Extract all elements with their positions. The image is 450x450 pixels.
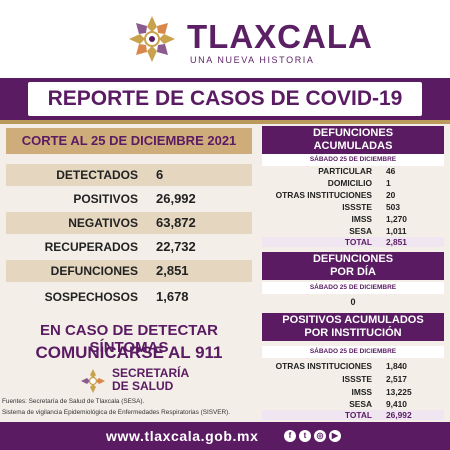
row-label: OTRAS INSTITUCIONES [275, 190, 372, 200]
table-row: OTRAS INSTITUCIONES 20 [262, 190, 444, 200]
instagram-icon[interactable]: ◎ [314, 430, 326, 442]
stat-value: 26,992 [156, 191, 196, 206]
cutoff-date: CORTE AL 25 DE DICIEMBRE 2021 [21, 133, 237, 148]
row-value: 20 [386, 190, 396, 200]
row-label: ISSSTE [342, 202, 372, 212]
panel-title-line2: POR DÍA [330, 266, 376, 278]
table-row: PARTICULAR 46 [262, 166, 444, 176]
table-row: IMSS 13,225 [262, 387, 444, 397]
secretaria-salud-label: SECRETARÍA DE SALUD [112, 367, 189, 393]
stat-row-detectados: DETECTADOS 6 [6, 164, 252, 186]
row-label: IMSS [351, 214, 372, 224]
panel-title-line2: ACUMULADAS [313, 140, 393, 152]
positivos-institucion-header: POSITIVOS ACUMULADOS POR INSTITUCIÓN [262, 313, 444, 341]
secretaria-line1: SECRETARÍA [112, 366, 190, 380]
table-row: OTRAS INSTITUCIONES 1,840 [262, 361, 444, 371]
row-value: 9,410 [386, 399, 407, 409]
brand-subtitle: UNA NUEVA HISTORIA [190, 55, 315, 65]
table-row: ISSSTE 2,517 [262, 374, 444, 384]
row-value: 2,517 [386, 374, 407, 384]
stat-label: DETECTADOS [56, 168, 138, 182]
row-label: SESA [349, 399, 372, 409]
row-label: SESA [349, 226, 372, 236]
stat-value: 6 [156, 167, 164, 182]
defunciones-acumuladas-header: DEFUNCIONES ACUMULADAS [262, 126, 444, 154]
defunciones-dia-header: DEFUNCIONES POR DÍA [262, 252, 444, 280]
row-value: 1,011 [386, 226, 407, 236]
row-value: 1,840 [386, 361, 407, 371]
table-row: SESA 1,011 [262, 226, 444, 236]
secretaria-line2: DE SALUD [112, 379, 174, 393]
cta-call-911: COMUNICARSE AL 911 [35, 343, 223, 362]
row-value: 1,270 [386, 214, 407, 224]
facebook-icon[interactable]: f [284, 430, 296, 442]
total-label: TOTAL [344, 410, 372, 420]
youtube-icon[interactable]: ▶ [329, 430, 341, 442]
row-label: DOMICILIO [327, 178, 372, 188]
positivos-institucion-date: SÁBADO 25 DE DICIEMBRE [262, 346, 444, 358]
row-label: OTRAS INSTITUCIONES [275, 361, 372, 371]
title-banner-box [28, 82, 422, 116]
tlaxcala-flower-logo-icon [129, 16, 175, 62]
defunciones-dia-date: SÁBADO 25 DE DICIEMBRE [262, 282, 444, 294]
table-row: SESA 9,410 [262, 399, 444, 409]
cta-symptoms: EN CASO DE DETECTAR SÍNTOMAS [39, 322, 219, 356]
stat-value: 2,851 [156, 263, 189, 278]
table-row: DOMICILIO 1 [262, 178, 444, 188]
stat-label: RECUPERADOS [44, 240, 138, 254]
daily-deaths-value: 0 [350, 297, 356, 307]
page-footer [0, 422, 450, 450]
stat-label: DEFUNCIONES [50, 264, 138, 278]
total-label: TOTAL [344, 237, 372, 247]
source-line-2: Sistema de vigilancia Epidemiológica de … [2, 409, 231, 416]
website-link[interactable]: www.tlaxcala.gob.mx [106, 428, 259, 444]
stat-value: 22,732 [156, 239, 196, 254]
stat-label: SOSPECHOSOS [44, 290, 138, 304]
stat-row-defunciones: DEFUNCIONES 2,851 [6, 260, 252, 282]
stat-value: 63,872 [156, 215, 196, 230]
stat-row-recuperados: RECUPERADOS 22,732 [6, 236, 252, 258]
row-label: ISSSTE [342, 374, 372, 384]
stat-value: 1,678 [156, 289, 189, 304]
stat-label: NEGATIVOS [68, 216, 138, 230]
gold-stripe [0, 120, 450, 124]
panel-title-line1: DEFUNCIONES [312, 127, 394, 139]
row-label: PARTICULAR [318, 166, 372, 176]
table-row: IMSS 1,270 [262, 214, 444, 224]
total-row: TOTAL 26,992 [262, 410, 444, 420]
total-value: 26,992 [386, 410, 412, 420]
row-value: 503 [386, 202, 400, 212]
page-header: TLAXCALA UNA NUEVA HISTORIA [0, 0, 450, 78]
table-row: ISSSTE 503 [262, 202, 444, 212]
twitter-icon[interactable]: t [299, 430, 311, 442]
daily-deaths-row: 0 [262, 297, 444, 307]
total-value: 2,851 [386, 237, 407, 247]
stat-row-negativos: NEGATIVOS 63,872 [6, 212, 252, 234]
stat-label: POSITIVOS [73, 192, 138, 206]
report-title: REPORTE DE CASOS DE COVID-19 [47, 87, 403, 110]
stat-row-sospechosos: SOSPECHOSOS 1,678 [6, 286, 252, 308]
defunciones-acumuladas-date: SÁBADO 25 DE DICIEMBRE [262, 154, 444, 166]
secretaria-salud-flower-icon [81, 369, 105, 393]
row-value: 46 [386, 166, 396, 176]
panel-title-line1: POSITIVOS ACUMULADOS [282, 314, 424, 326]
panel-title-line1: DEFUNCIONES [312, 253, 394, 265]
row-value: 13,225 [386, 387, 412, 397]
row-value: 1 [386, 178, 391, 188]
stat-row-positivos: POSITIVOS 26,992 [6, 188, 252, 210]
row-label: IMSS [351, 387, 372, 397]
brand-title: TLAXCALA [187, 18, 373, 55]
total-row: TOTAL 2,851 [262, 237, 444, 247]
panel-title-line2: POR INSTITUCIÓN [304, 327, 402, 339]
source-line-1: Fuentes: Secretaría de Salud de Tlaxcala… [2, 398, 145, 405]
cutoff-box [6, 128, 252, 154]
